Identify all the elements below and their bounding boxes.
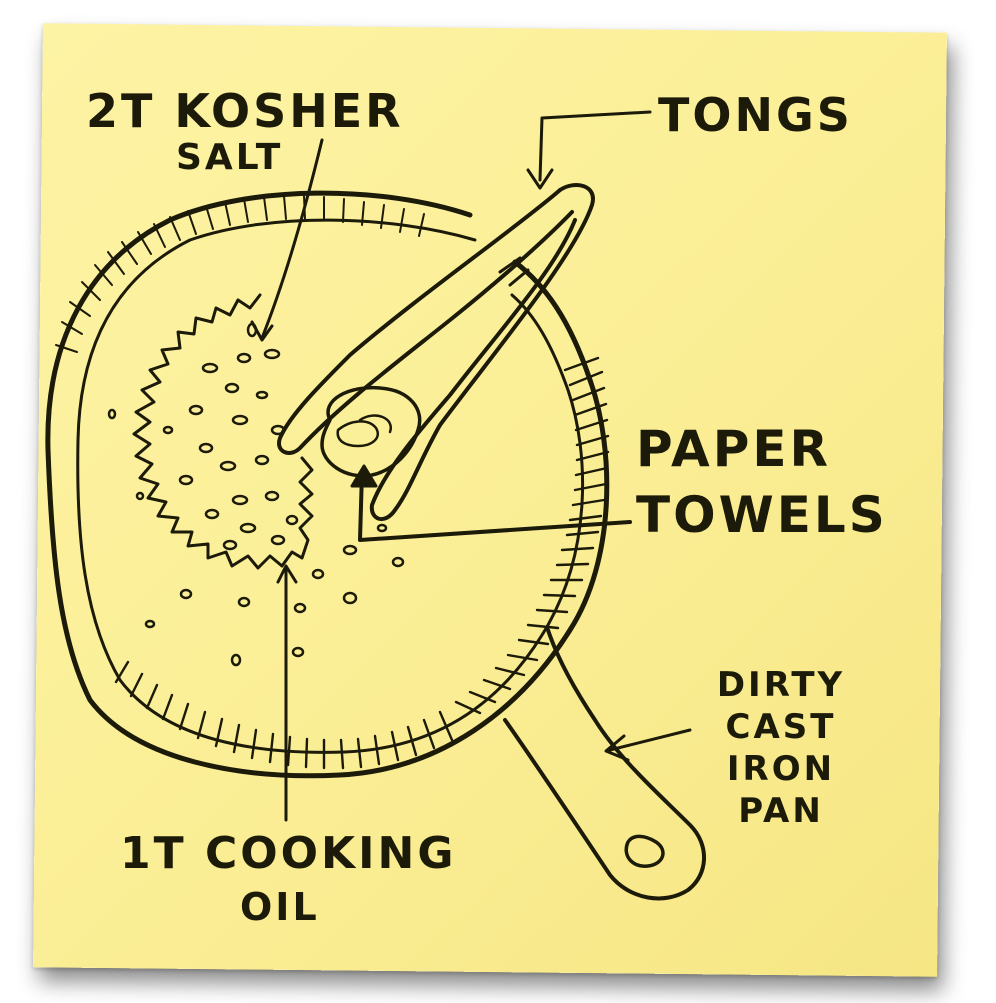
paper-towels-label-line1: PAPER <box>636 420 832 478</box>
oil-label-line1: 1T COOKING <box>120 828 457 879</box>
paper-towels-arrow <box>358 470 632 542</box>
pan-label-line1: DIRTY <box>716 665 846 705</box>
handle-hole <box>624 834 665 868</box>
pan-handle <box>503 628 706 901</box>
pan-inner-wall <box>76 218 585 754</box>
salt-label-line1: 2T KOSHER <box>86 84 404 138</box>
tongs-arrow <box>538 110 652 182</box>
oil-label-line2: OIL <box>240 885 320 929</box>
pan-arrow <box>608 728 692 752</box>
tongs-band <box>498 256 530 287</box>
rim-hatching-top <box>55 195 425 353</box>
rim-hatching-bottom <box>114 660 454 770</box>
paper-towel-wad <box>320 385 422 478</box>
tongs <box>369 183 595 521</box>
paper-towels-label-line2: TOWELS <box>636 486 888 544</box>
salt-arrow <box>260 138 324 340</box>
tongs-lower-arm <box>277 188 574 455</box>
tongs-label: TONGS <box>658 88 853 142</box>
pan-rim <box>45 190 610 779</box>
pan-label-line3: IRON <box>726 749 836 789</box>
rim-hatching-right <box>454 356 610 715</box>
salt-label-line2: SALT <box>176 137 284 178</box>
paper-towel-fold <box>336 420 379 448</box>
pan-label-line2: CAST <box>725 707 837 747</box>
pan-label-line4: PAN <box>738 791 824 831</box>
salt-oil-spread <box>132 293 314 570</box>
salt-grains <box>107 322 405 667</box>
